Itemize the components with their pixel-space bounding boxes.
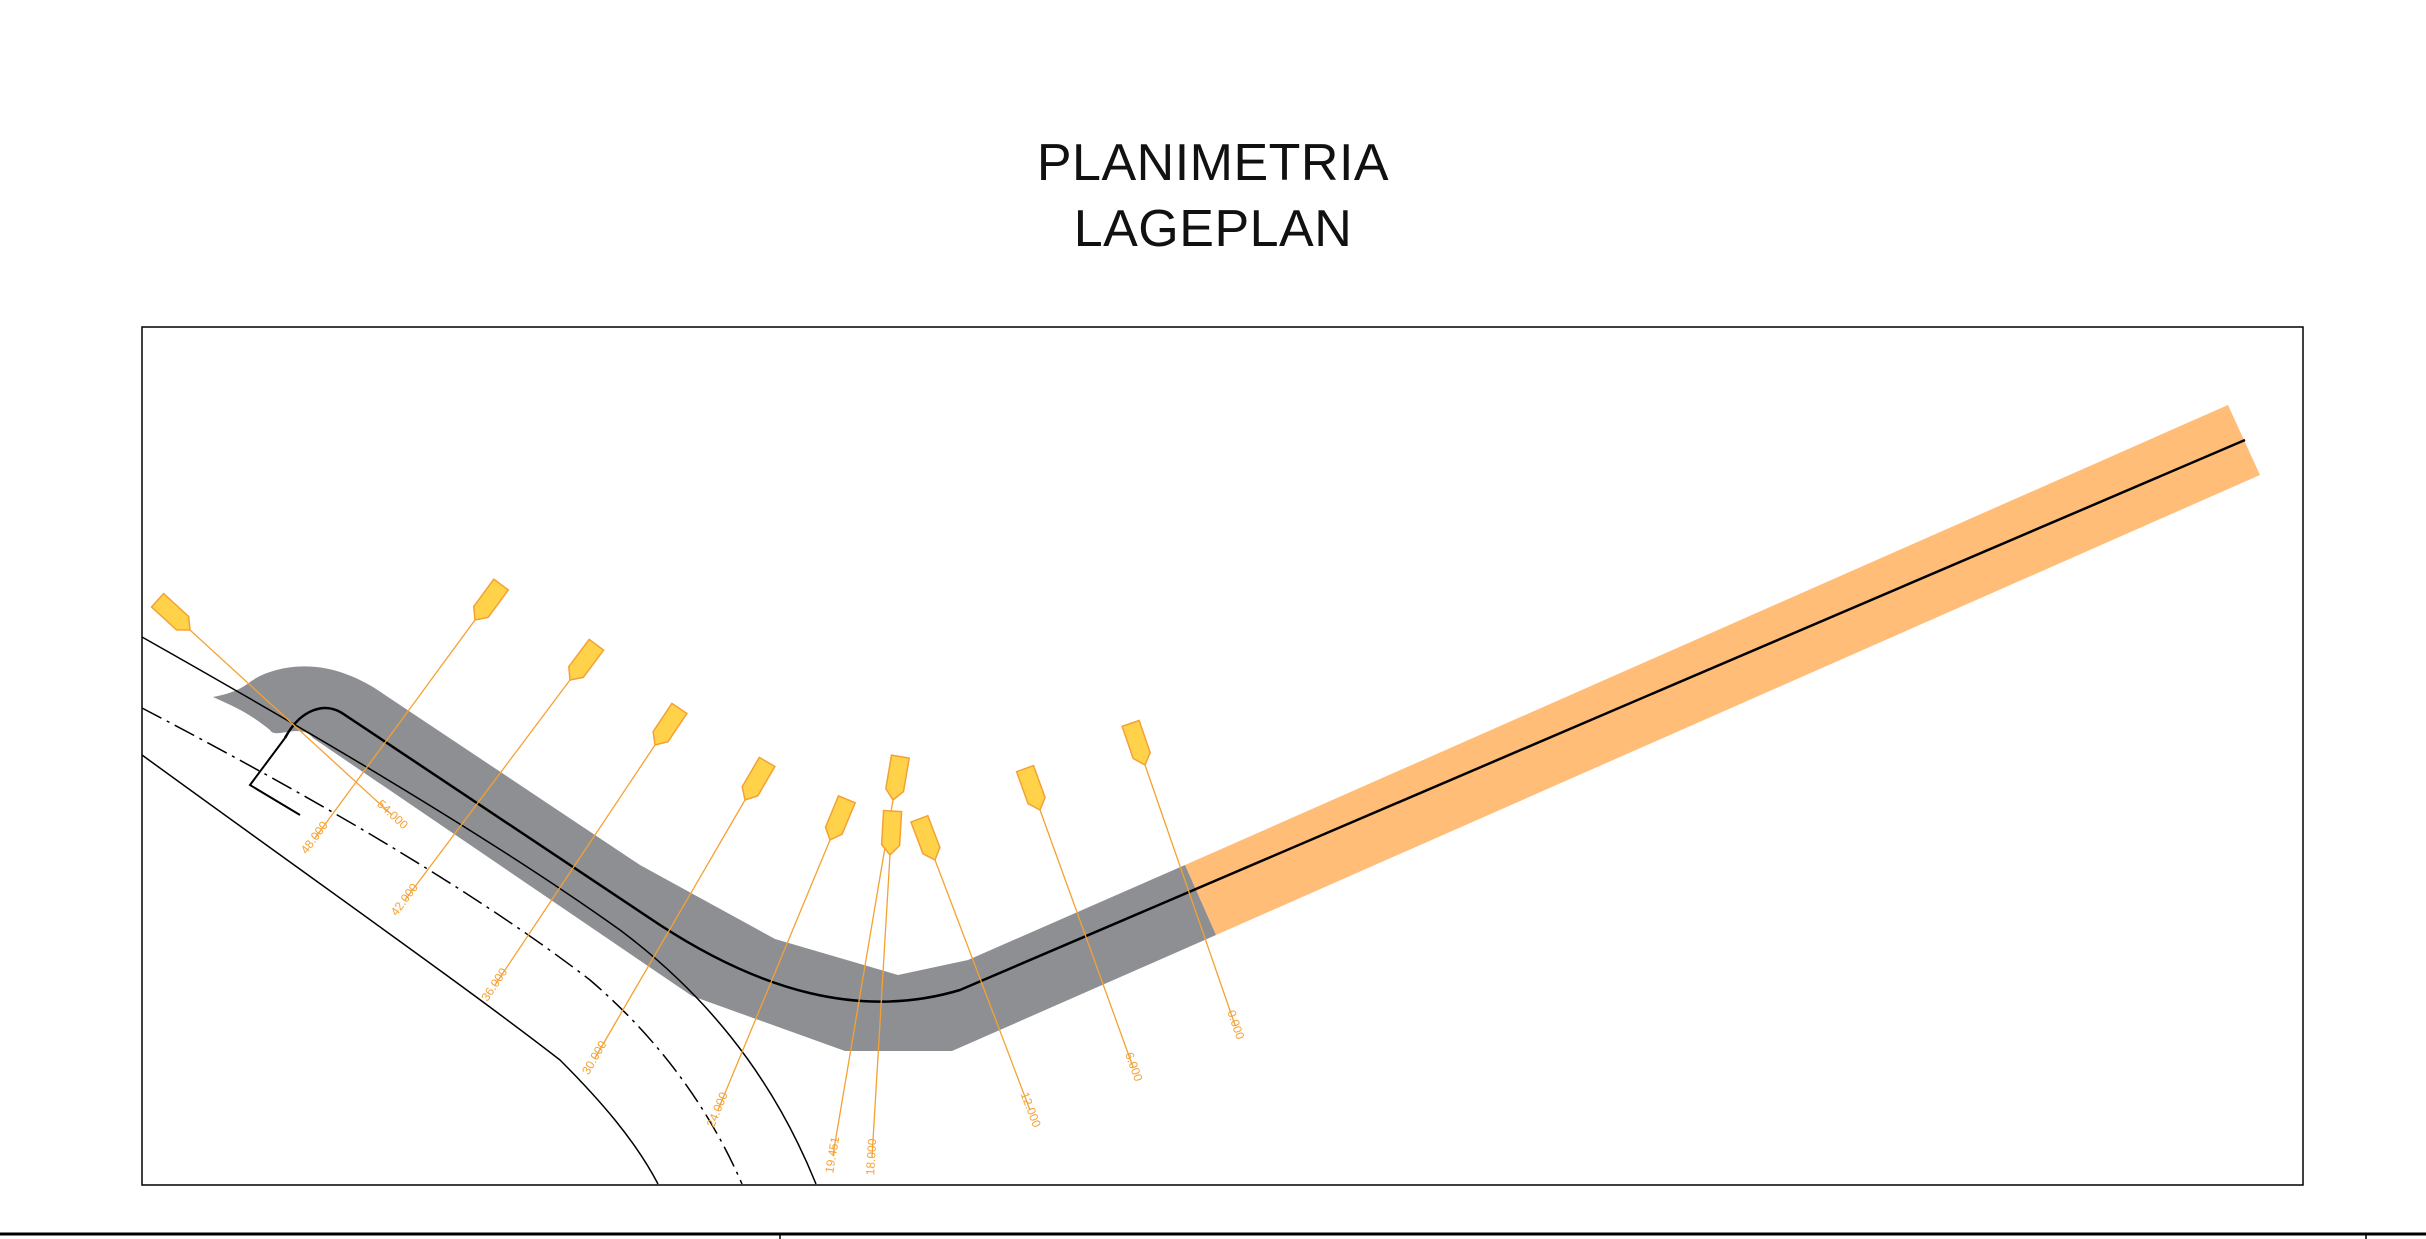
station-flag-icon [568, 638, 605, 681]
road-surface [213, 666, 1216, 1051]
station-flag-icon [824, 794, 857, 842]
station-leader-line [832, 799, 894, 1156]
station-leader-line [594, 799, 746, 1059]
station-label: 30.000 [579, 1038, 610, 1077]
station-label: 36.000 [478, 965, 510, 1004]
station-label: 6.000 [1122, 1050, 1145, 1083]
station-label: 12.000 [1018, 1090, 1044, 1130]
road-edge-lower [141, 754, 659, 1185]
station-label: 18.000 [863, 1138, 879, 1176]
station-leader-line [1144, 764, 1236, 1026]
station-label: 54.000 [374, 797, 411, 832]
station-leader-line [189, 629, 393, 816]
station-flag-icon [741, 756, 776, 801]
station-flag-icon [1121, 719, 1152, 767]
station-leader-line [494, 744, 656, 986]
drawing-frame [141, 326, 2304, 1186]
title-line-italian: PLANIMETRIA [1036, 134, 1390, 192]
station-flag-icon [910, 814, 941, 862]
station-leader-line [314, 619, 476, 839]
station-flag-icon [472, 578, 510, 621]
station-leader-line [934, 859, 1031, 1111]
station-flag-icon [1015, 764, 1046, 812]
access-road-edge [248, 737, 301, 816]
station-leader-line [1039, 809, 1134, 1068]
title-line-german: LAGEPLAN [1073, 200, 1353, 258]
station-marker: 18.000 [863, 809, 903, 1176]
station-flag-icon [150, 592, 191, 631]
road-edge-upper [141, 636, 817, 1185]
station-label: 24.000 [704, 1090, 731, 1130]
station-flag-icon [652, 702, 688, 746]
station-label: 48.000 [298, 818, 331, 856]
road-extension-band [1185, 405, 2260, 935]
station-leader-line [404, 679, 571, 901]
station-label: 42.000 [388, 880, 421, 918]
station-leader-line [871, 854, 891, 1158]
station-marker: 19.451 [822, 754, 911, 1174]
station-label: 19.451 [822, 1135, 842, 1174]
station-flag-icon [880, 809, 903, 857]
station-leader-line [717, 839, 831, 1111]
access-road-axis [283, 438, 2246, 1003]
station-label: 0.000 [1224, 1008, 1247, 1041]
station-flag-icon [885, 754, 911, 802]
drawing-title: PLANIMETRIA LAGEPLAN [0, 130, 2426, 262]
